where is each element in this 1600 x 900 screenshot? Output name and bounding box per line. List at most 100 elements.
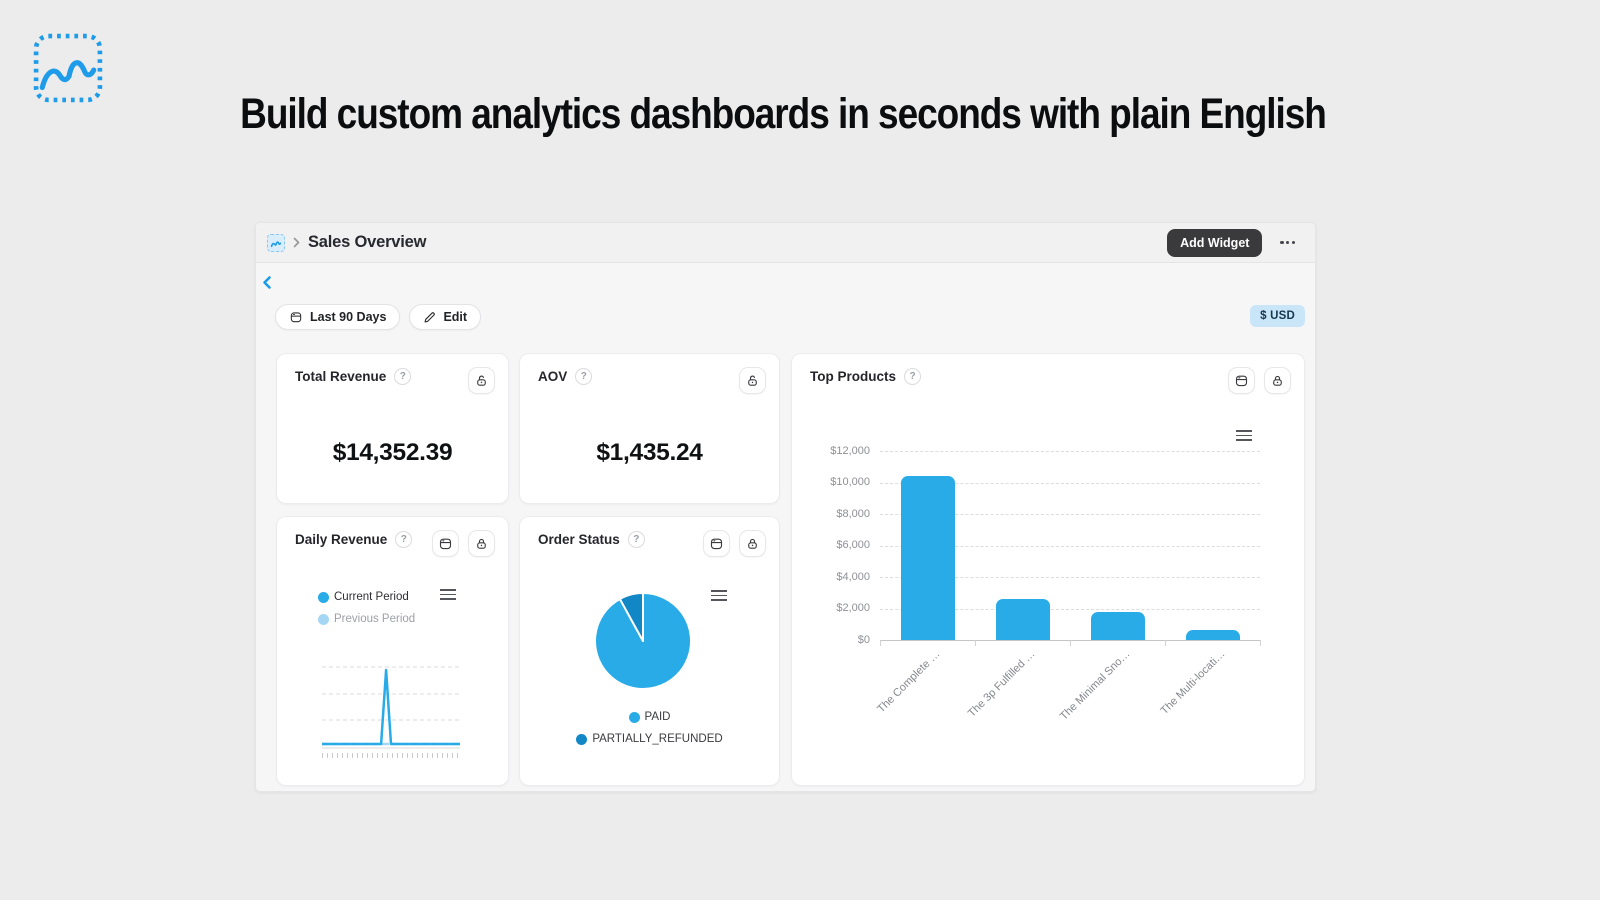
x-axis-category-label: The Multi-locati… [1157, 648, 1227, 717]
calendar-button[interactable] [432, 530, 459, 557]
calendar-icon [439, 538, 452, 550]
lock-icon [1273, 375, 1282, 386]
x-axis-tick [975, 640, 976, 646]
x-axis-category-label: The 3p Fulfilled … [965, 648, 1037, 720]
y-axis-tick-label: $0 [857, 633, 870, 646]
dashboard-header: Sales Overview Add Widget [256, 223, 1315, 263]
x-axis-category-label: The Minimal Sno… [1057, 648, 1132, 723]
lock-icon [477, 538, 486, 549]
bar-3[interactable] [1185, 629, 1240, 640]
dashboard-logo-icon[interactable] [267, 233, 285, 252]
bar-0[interactable] [900, 476, 955, 640]
legend-label: PARTIALLY_REFUNDED [592, 733, 723, 745]
edit-button[interactable]: Edit [409, 304, 482, 330]
x-axis-tick [880, 640, 881, 646]
gridline [880, 577, 1260, 578]
chart-menu-icon[interactable] [709, 588, 729, 603]
y-axis-tick-label: $2,000 [836, 602, 870, 614]
help-icon[interactable]: ? [627, 531, 645, 548]
total-revenue-value: $14,352.39 [332, 439, 453, 466]
dashboard-panel: Sales Overview Add Widget Last 90 Days [255, 222, 1316, 792]
widget-title: Daily Revenue [295, 532, 388, 547]
legend-dot-partially-refunded [576, 733, 588, 745]
currency-badge[interactable]: $ USD [1250, 305, 1305, 327]
lock-button[interactable] [468, 530, 495, 557]
chart-menu-icon[interactable] [1234, 428, 1254, 443]
help-icon[interactable]: ? [394, 368, 412, 385]
widget-daily-revenue: Daily Revenue ? [276, 516, 509, 786]
lock-button[interactable] [739, 530, 766, 557]
legend-paid[interactable]: PAID [520, 711, 779, 723]
add-widget-button[interactable]: Add Widget [1167, 228, 1263, 257]
widget-order-status: Order Status ? [519, 516, 780, 786]
y-axis-tick-label: $8,000 [836, 507, 870, 520]
widget-title: AOV [538, 369, 568, 384]
y-axis-tick-label: $6,000 [836, 539, 870, 551]
calendar-icon [1235, 375, 1248, 387]
back-chevron-icon[interactable] [259, 273, 275, 297]
daily-revenue-plot [322, 666, 460, 749]
legend-label: PAID [644, 711, 671, 723]
y-axis-tick-label: $10,000 [830, 476, 870, 488]
bar-2[interactable] [1090, 612, 1145, 640]
y-axis-tick-label: $4,000 [836, 570, 870, 583]
x-axis-tick [1070, 640, 1071, 646]
widget-top-products: Top Products ? [791, 353, 1305, 786]
lock-icon [748, 538, 757, 549]
page-title: Sales Overview [308, 233, 427, 251]
gridline [880, 608, 1260, 610]
calendar-button[interactable] [1228, 367, 1255, 394]
lock-button[interactable] [1264, 367, 1291, 394]
header-actions: Add Widget [1167, 228, 1299, 257]
more-options-icon[interactable] [1276, 237, 1299, 248]
dashboard-body: Last 90 Days Edit $ USD Total Revenue ? [256, 263, 1315, 792]
legend-dot-previous [318, 613, 329, 625]
x-axis-tick [1165, 640, 1166, 646]
gridline [880, 545, 1260, 547]
app-logo [33, 33, 103, 103]
widget-title: Top Products [810, 369, 896, 384]
filter-bar: Last 90 Days Edit [275, 304, 482, 330]
legend-dot-current [318, 591, 329, 603]
widget-title: Order Status [538, 532, 620, 547]
calendar-icon [290, 312, 302, 323]
help-icon[interactable]: ? [904, 368, 921, 385]
unlock-icon [748, 375, 757, 386]
widget-title: Total Revenue [295, 369, 387, 384]
y-axis-tick-label: $12,000 [830, 444, 870, 457]
calendar-icon [710, 538, 723, 550]
legend-current-period[interactable]: Current Period [318, 591, 409, 603]
date-range-button[interactable]: Last 90 Days [275, 304, 401, 330]
pie-slice-paid[interactable] [594, 592, 692, 690]
legend-dot-paid [628, 711, 640, 723]
gridline [880, 482, 1260, 484]
wave-logo-icon [33, 33, 103, 103]
gridline [880, 451, 1260, 452]
widget-total-revenue: Total Revenue ? $14,352.39 [276, 353, 509, 504]
gridline [880, 514, 1260, 515]
legend-label: Previous Period [334, 613, 416, 625]
date-range-label: Last 90 Days [310, 310, 387, 324]
widget-aov: AOV ? $1,435.24 [519, 353, 780, 504]
page-headline: Build custom analytics dashboards in sec… [240, 90, 1327, 138]
edit-label: Edit [443, 310, 468, 324]
unlock-button[interactable] [468, 367, 495, 394]
x-axis-category-label: The Complete … [874, 648, 942, 716]
chart-menu-icon[interactable] [438, 587, 458, 602]
legend-label: Current Period [334, 591, 409, 603]
pencil-icon [424, 311, 436, 322]
calendar-button[interactable] [703, 530, 730, 557]
help-icon[interactable]: ? [575, 368, 593, 385]
unlock-button[interactable] [739, 367, 766, 394]
legend-partially-refunded[interactable]: PARTIALLY_REFUNDED [520, 733, 779, 745]
x-axis-tick [1260, 640, 1261, 646]
breadcrumb: Sales Overview [267, 233, 426, 252]
aov-value: $1,435.24 [596, 439, 703, 466]
bar-1[interactable] [995, 599, 1050, 640]
order-status-pie [594, 592, 692, 690]
legend-previous-period[interactable]: Previous Period [318, 613, 415, 625]
daily-revenue-x-axis-ticks [322, 753, 460, 758]
help-icon[interactable]: ? [395, 531, 413, 548]
breadcrumb-chevron-icon [293, 237, 300, 248]
pie-slice-partially_refunded[interactable] [618, 592, 644, 642]
